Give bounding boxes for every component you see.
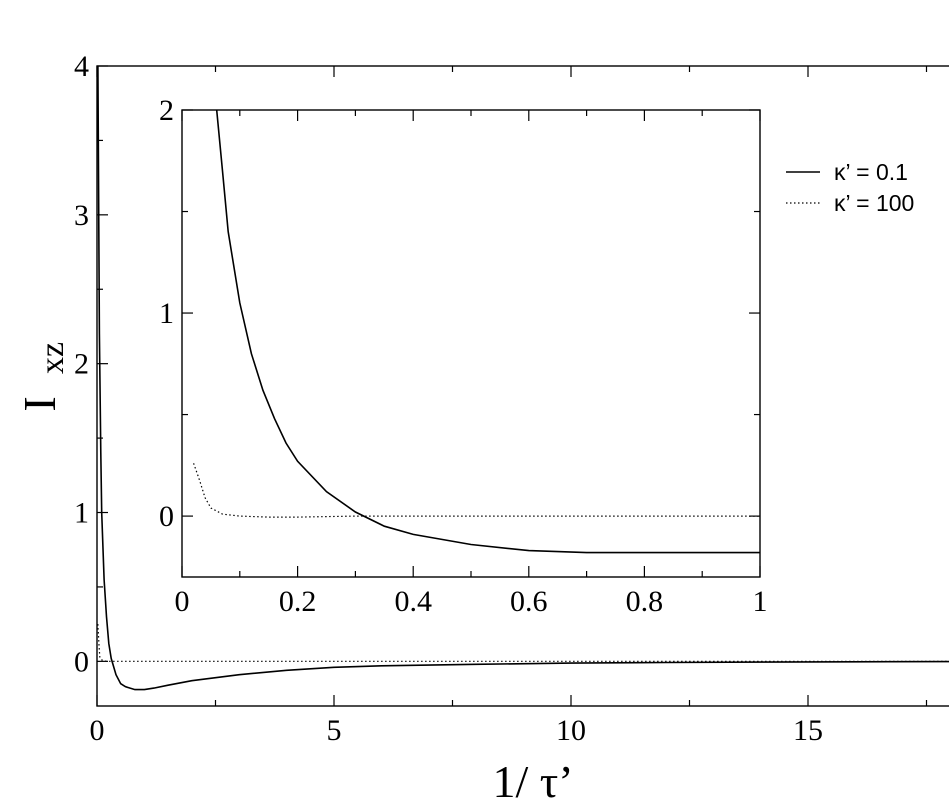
inset-series-line-kappa-0-1	[215, 110, 760, 554]
inset-x-tick-label: 0.8	[626, 585, 664, 618]
inset-background	[182, 110, 760, 577]
legend: κ’ = 0.1 κ’ = 100	[786, 159, 914, 216]
main-series-line-kappa-100	[97, 624, 949, 662]
main-y-tick-label: 4	[74, 50, 89, 83]
inset-y-tick-label: 0	[159, 500, 174, 533]
main-x-tick-label: 5	[327, 714, 342, 747]
main-x-tick-label: 10	[556, 714, 586, 747]
main-x-tick-label: 0	[90, 714, 105, 747]
main-y-tick-label: 1	[74, 497, 89, 530]
main-y-tick-label: 0	[74, 645, 89, 678]
inset-y-tick-label: 2	[159, 94, 174, 127]
main-x-tick-label: 15	[793, 714, 823, 747]
main-y-tick-label: 2	[74, 348, 89, 381]
inset-series-line-kappa-100	[193, 463, 760, 518]
inset-x-tick-label: 1	[753, 585, 768, 618]
legend-label: κ’ = 0.1	[834, 159, 908, 185]
x-axis-title: 1/ τ’	[492, 756, 573, 806]
legend-label: κ’ = 100	[834, 190, 914, 216]
inset-x-tick-label: 0.4	[394, 585, 432, 618]
y-axis-title: Ixz	[14, 342, 71, 412]
inset-x-tick-label: 0.2	[279, 585, 317, 618]
y-axis-title-main: I	[14, 396, 65, 411]
inset-x-tick-label: 0	[175, 585, 190, 618]
inset-x-tick-label: 0.6	[510, 585, 548, 618]
main-series-line-kappa-0-1	[97, 66, 949, 691]
y-axis-title-subscript: xz	[34, 342, 71, 374]
inset-y-tick-label: 1	[159, 297, 174, 330]
inset-panel: 0 0.2 0.4 0.6 0.8 1 0 1 2	[159, 94, 768, 618]
main-y-tick-label: 3	[74, 199, 89, 232]
main-panel: 0510152001234	[74, 50, 949, 747]
